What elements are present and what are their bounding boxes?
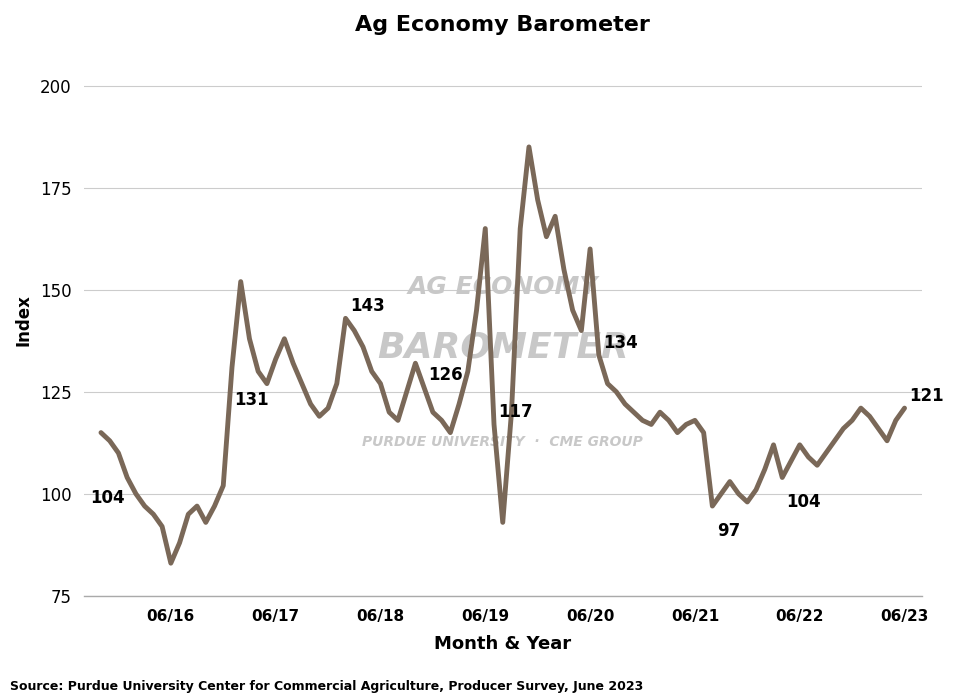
Text: 126: 126 bbox=[428, 367, 463, 384]
Text: AG ECONOMY: AG ECONOMY bbox=[407, 276, 598, 299]
Text: 131: 131 bbox=[234, 391, 269, 409]
Text: BAROMETER: BAROMETER bbox=[377, 331, 629, 365]
X-axis label: Month & Year: Month & Year bbox=[434, 635, 571, 653]
Text: 97: 97 bbox=[717, 521, 740, 539]
Text: 121: 121 bbox=[909, 387, 944, 405]
Text: 104: 104 bbox=[90, 489, 125, 507]
Text: 104: 104 bbox=[786, 493, 821, 511]
Text: 134: 134 bbox=[603, 334, 638, 351]
Text: Source: Purdue University Center for Commercial Agriculture, Producer Survey, Ju: Source: Purdue University Center for Com… bbox=[10, 679, 643, 693]
Y-axis label: Index: Index bbox=[15, 294, 33, 347]
Text: 117: 117 bbox=[498, 403, 533, 421]
Text: 143: 143 bbox=[349, 297, 385, 315]
Text: PURDUE UNIVERSITY  ·  CME GROUP: PURDUE UNIVERSITY · CME GROUP bbox=[362, 434, 643, 449]
Title: Ag Economy Barometer: Ag Economy Barometer bbox=[355, 15, 650, 35]
